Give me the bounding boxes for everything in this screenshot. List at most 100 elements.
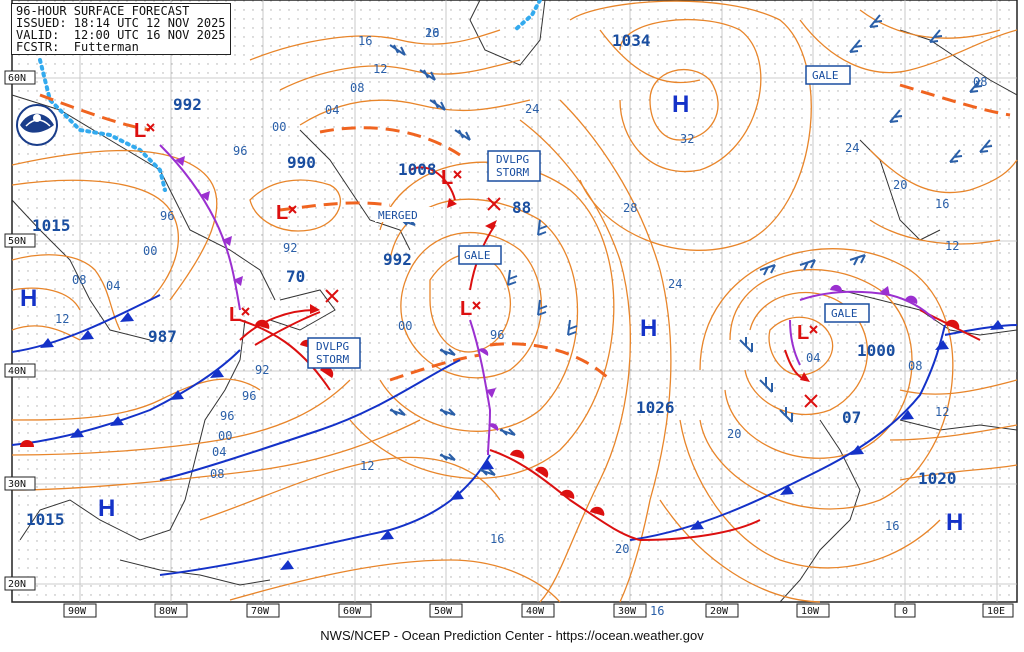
pressure-value: 1015: [32, 216, 71, 235]
isobar-label: 00: [143, 244, 157, 258]
lat-label: 30N: [8, 479, 26, 490]
low-symbol: L: [134, 120, 146, 142]
pressure-value: 1020: [918, 469, 957, 488]
lon-label: 70W: [251, 606, 270, 617]
pressure-value: 1000: [857, 341, 896, 360]
high-symbol: H: [672, 91, 689, 118]
issued-time: ISSUED: 18:14 UTC 12 NOV 2025: [16, 16, 226, 30]
lon-label: 50W: [434, 606, 453, 617]
pressure-value: 1008: [398, 160, 437, 179]
lon-label: 40W: [526, 606, 545, 617]
pressure-value: 987: [148, 327, 177, 346]
pressure-value: 1026: [636, 398, 675, 417]
isobar-label: 20: [615, 542, 629, 556]
isobar-label: 12: [55, 312, 69, 326]
isobar-label: 08: [908, 359, 922, 373]
isobar-label: 04: [212, 445, 226, 459]
lat-label: 40N: [8, 366, 26, 377]
isobar-label: 04: [806, 351, 820, 365]
isobar-label: 08: [210, 467, 224, 481]
lat-label: 50N: [8, 236, 26, 247]
isobar-label: 08: [72, 273, 86, 287]
longitude-labels: 90W 80W 70W 60W 50W 40W 30W 20W 10W 0 10…: [63, 603, 1014, 618]
gale-label: GALE: [812, 69, 839, 82]
high-symbol: H: [946, 509, 963, 536]
forecaster: FCSTR: Futterman: [16, 40, 139, 54]
isobar-label: 16: [935, 197, 949, 211]
storm-label: STORM: [316, 353, 349, 366]
pressure-values: 1015 992 990 1008 992 88 987 1034 1026 1…: [26, 31, 957, 529]
lon-label: 20W: [710, 606, 729, 617]
occluded-fronts: [159, 144, 936, 456]
high-symbol: H: [640, 315, 657, 342]
isobar-label: 24: [845, 141, 859, 155]
isobar-label: 04: [106, 279, 120, 293]
valid-time: VALID: 12:00 UTC 16 NOV 2025: [16, 28, 226, 42]
dvlpg-storm-tag-left: DVLPG STORM: [307, 337, 361, 369]
isobar-label: 96: [220, 409, 234, 423]
pressure-value: 992: [383, 250, 412, 269]
lon-label: 0: [902, 606, 908, 617]
high-symbol: H: [20, 285, 37, 312]
pressure-value: 70: [286, 267, 305, 286]
pressure-value: 88: [512, 198, 531, 217]
isobar-label: 20: [727, 427, 741, 441]
storm-label: STORM: [496, 166, 529, 179]
pressure-value: 07: [842, 408, 861, 427]
noaa-logo-icon: [16, 104, 58, 146]
isobar-label: 12: [935, 405, 949, 419]
forecast-header: 96-HOUR SURFACE FORECAST ISSUED: 18:14 UT…: [11, 3, 231, 55]
isobar-label: 92: [283, 241, 297, 255]
isobar-label: 00: [218, 429, 232, 443]
isobar-label: 96: [233, 144, 247, 158]
isobar-label: 24: [668, 277, 682, 291]
gale-label: GALE: [464, 249, 491, 262]
isobar-label: 96: [490, 328, 504, 342]
storm-track-arrowheads: [310, 198, 810, 382]
forecast-title: 96-HOUR SURFACE FORECAST: [16, 4, 190, 18]
lon-label: 90W: [68, 606, 87, 617]
low-symbol: L: [460, 298, 472, 320]
isobar-label: 16: [885, 519, 899, 533]
merged-label-group: MERGED: [375, 207, 433, 222]
map-background: [12, 0, 1017, 602]
isobar-label: 12: [360, 459, 374, 473]
low-symbol: L: [441, 167, 453, 189]
dvlpg-label: DVLPG: [496, 153, 529, 166]
future-position-markers: [325, 197, 818, 408]
dvlpg-storm-tag-top: DVLPG STORM: [487, 150, 541, 182]
isobar-labels: 16 16 20 12 08 04 00 96 96 00 04 08 12 2…: [55, 26, 987, 618]
lon-label: 30W: [618, 606, 637, 617]
warm-fronts: [239, 309, 981, 541]
pressure-value: 990: [287, 153, 316, 172]
pressure-value: 1034: [612, 31, 651, 50]
isobar-label: 28: [623, 201, 637, 215]
lon-label: 60W: [343, 606, 362, 617]
dvlpg-label: DVLPG: [316, 340, 349, 353]
gale-tag-mid: GALE: [458, 245, 502, 265]
lon-label: 10W: [801, 606, 820, 617]
isobar-label: 96: [242, 389, 256, 403]
gale-label: GALE: [831, 307, 858, 320]
isobar-label: 08: [350, 81, 364, 95]
pressure-value: 1015: [26, 510, 65, 529]
isobar-label: 12: [945, 239, 959, 253]
isobar-label: 16: [358, 34, 372, 48]
low-symbol: L: [276, 202, 288, 224]
warm-front-bulbs: [20, 319, 960, 516]
isobar-label: 08: [973, 75, 987, 89]
isobar-label: 20: [425, 26, 439, 40]
isobar-label: 32: [680, 132, 694, 146]
lat-label: 60N: [8, 73, 26, 84]
isobar-label: 92: [255, 363, 269, 377]
isobar-label: 12: [373, 62, 387, 76]
isobar-label: 16: [425, 26, 439, 40]
low-symbol: L: [797, 322, 809, 344]
isobar-label: 16: [490, 532, 504, 546]
merged-label: MERGED: [378, 209, 418, 222]
pressure-value: 992: [173, 95, 202, 114]
isobar-label: 16: [650, 604, 664, 618]
footer-credit: NWS/NCEP - Ocean Prediction Center - htt…: [320, 628, 704, 643]
isobar-label: 00: [272, 120, 286, 134]
